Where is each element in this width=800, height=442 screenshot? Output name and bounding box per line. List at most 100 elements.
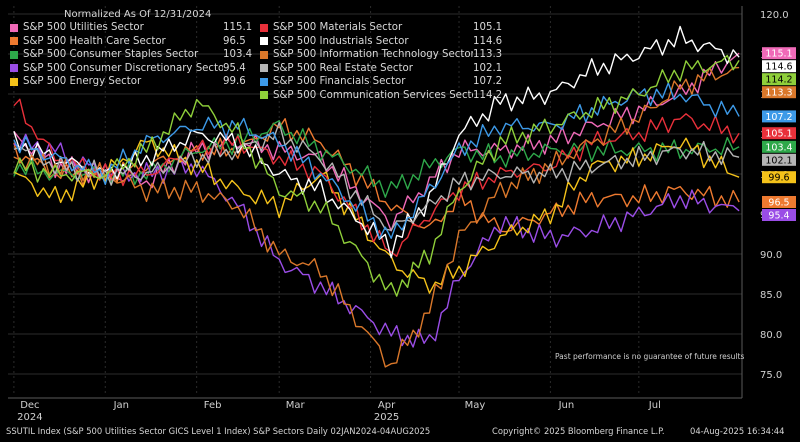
y-tick-label: 80.0 [760,330,782,341]
legend-series-value: 113.3 [473,49,503,61]
legend-swatch [260,91,268,100]
x-tick-label: Jul [648,400,661,411]
x-tick-label: Jan [113,400,129,411]
legend-item: S&P 500 Real Estate Sector 102.1 [260,62,510,76]
last-value-badge [762,86,796,99]
last-value-badge [762,73,796,86]
legend-item: S&P 500 Communication Services Sector 114… [260,89,510,103]
last-value-label: 99.6 [768,173,789,184]
last-value-badge [762,209,796,221]
series-line [13,82,740,240]
legend-swatch [260,37,268,46]
legend-item: S&P 500 Consumer Discretionary Sector 95.… [10,62,260,76]
last-value-badge [762,196,796,208]
last-value-badge [762,47,796,60]
legend-title: Normalized As Of 12/31/2024 [64,9,212,20]
last-value-label: 114.2 [765,75,792,86]
last-value-badge [762,110,796,123]
legend-series-value: 102.1 [473,62,503,74]
x-tick-label: May [465,400,486,411]
legend-series-value: 95.4 [223,62,246,74]
legend-series-name: S&P 500 Energy Sector [23,76,142,88]
last-value-badge [762,153,796,166]
legend-swatch [10,77,18,86]
legend-series-name: S&P 500 Consumer Staples Sector [23,49,199,61]
legend-item: S&P 500 Utilities Sector 115.1 [10,21,260,35]
legend-swatch [260,64,268,73]
legend-series-value: 115.1 [223,22,253,34]
x-tick-label: Apr [378,400,396,411]
y-tick-label: 85.0 [760,290,782,301]
grid-lines [8,6,743,399]
legend-item: S&P 500 Health Care Sector 96.5 [10,35,260,49]
legend-item: S&P 500 Industrials Sector 114.6 [260,35,510,49]
legend-item: S&P 500 Financials Sector 107.2 [260,75,510,89]
legend: Normalized As Of 12/31/2024 S&P 500 Util… [10,8,510,102]
x-tick-label: Dec [20,400,39,411]
series-line [13,137,740,294]
last-value-labels: 115.1 114.6 114.2 113.3 107.2 105.1 103.4 102.1… [762,47,796,222]
last-value-label: 107.2 [765,112,792,123]
legend-grid: S&P 500 Utilities Sector 115.1 S&P 500 Mat… [10,21,510,102]
footer-copyright: Copyright© 2025 Bloomberg Finance L.P. [492,426,665,436]
legend-series-name: S&P 500 Consumer Discretionary Sector [23,62,223,74]
legend-swatch [260,23,268,32]
legend-series-name: S&P 500 Real Estate Sector [273,62,413,74]
legend-series-value: 107.2 [473,76,503,88]
x-tick-label: Feb [204,400,222,411]
last-value-label: 105.1 [765,129,792,140]
series-line [13,119,740,198]
x-tick-sublabel: 2024 [17,412,42,423]
legend-series-name: S&P 500 Utilities Sector [23,22,144,34]
legend-swatch [10,64,18,73]
legend-series-name: S&P 500 Industrials Sector [273,35,409,47]
last-value-badge [762,140,796,153]
legend-item [10,89,260,103]
series-line [13,66,740,368]
legend-series-name: S&P 500 Health Care Sector [23,35,166,47]
last-value-label: 115.1 [765,49,792,60]
legend-swatch [10,23,18,32]
x-tick-label: Mar [286,400,306,411]
legend-series-name: S&P 500 Financials Sector [273,76,406,88]
legend-item: S&P 500 Energy Sector 99.6 [10,75,260,89]
legend-series-value: 103.4 [223,49,253,61]
y-tick-label: 90.0 [760,250,782,261]
legend-series-name: S&P 500 Information Technology Sector [273,49,473,61]
legend-swatch [10,37,18,46]
legend-series-name: S&P 500 Materials Sector [273,22,403,34]
legend-series-value: 105.1 [473,22,503,34]
footer-index: SSUTIL Index (S&P 500 Utilities Sector G… [6,426,431,436]
x-tick-label: Jun [558,400,575,411]
legend-series-value: 114.6 [473,35,503,47]
last-value-label: 113.3 [765,88,792,99]
legend-swatch [10,50,18,59]
last-value-badge [762,171,796,184]
legend-series-value: 96.5 [223,35,246,47]
last-value-label: 103.4 [765,142,792,153]
series-line [13,121,740,232]
last-value-label: 95.4 [768,211,789,222]
legend-item: S&P 500 Materials Sector 105.1 [260,21,510,35]
series-line [13,54,740,297]
legend-series-name: S&P 500 Communication Services Sector [273,89,473,101]
legend-item: S&P 500 Information Technology Sector 113… [260,48,510,62]
legend-item: S&P 500 Consumer Staples Sector 103.4 [10,48,260,62]
legend-series-value: 114.2 [473,89,503,101]
legend-series-value: 99.6 [223,76,246,88]
last-value-label: 102.1 [765,155,792,166]
legend-swatch [260,77,268,86]
last-value-label: 114.6 [765,62,792,73]
legend-swatch [260,50,268,59]
y-tick-label: 120.0 [760,10,789,21]
disclaimer: Past performance is no guarantee of futu… [555,352,745,361]
last-value-badge [762,127,796,140]
last-value-label: 96.5 [768,198,789,209]
series-lines [13,25,740,368]
last-value-badge [762,60,796,73]
y-tick-label: 75.0 [760,370,782,381]
footer: SSUTIL Index (S&P 500 Utilities Sector G… [0,424,800,442]
x-tick-sublabel: 2025 [374,412,399,423]
